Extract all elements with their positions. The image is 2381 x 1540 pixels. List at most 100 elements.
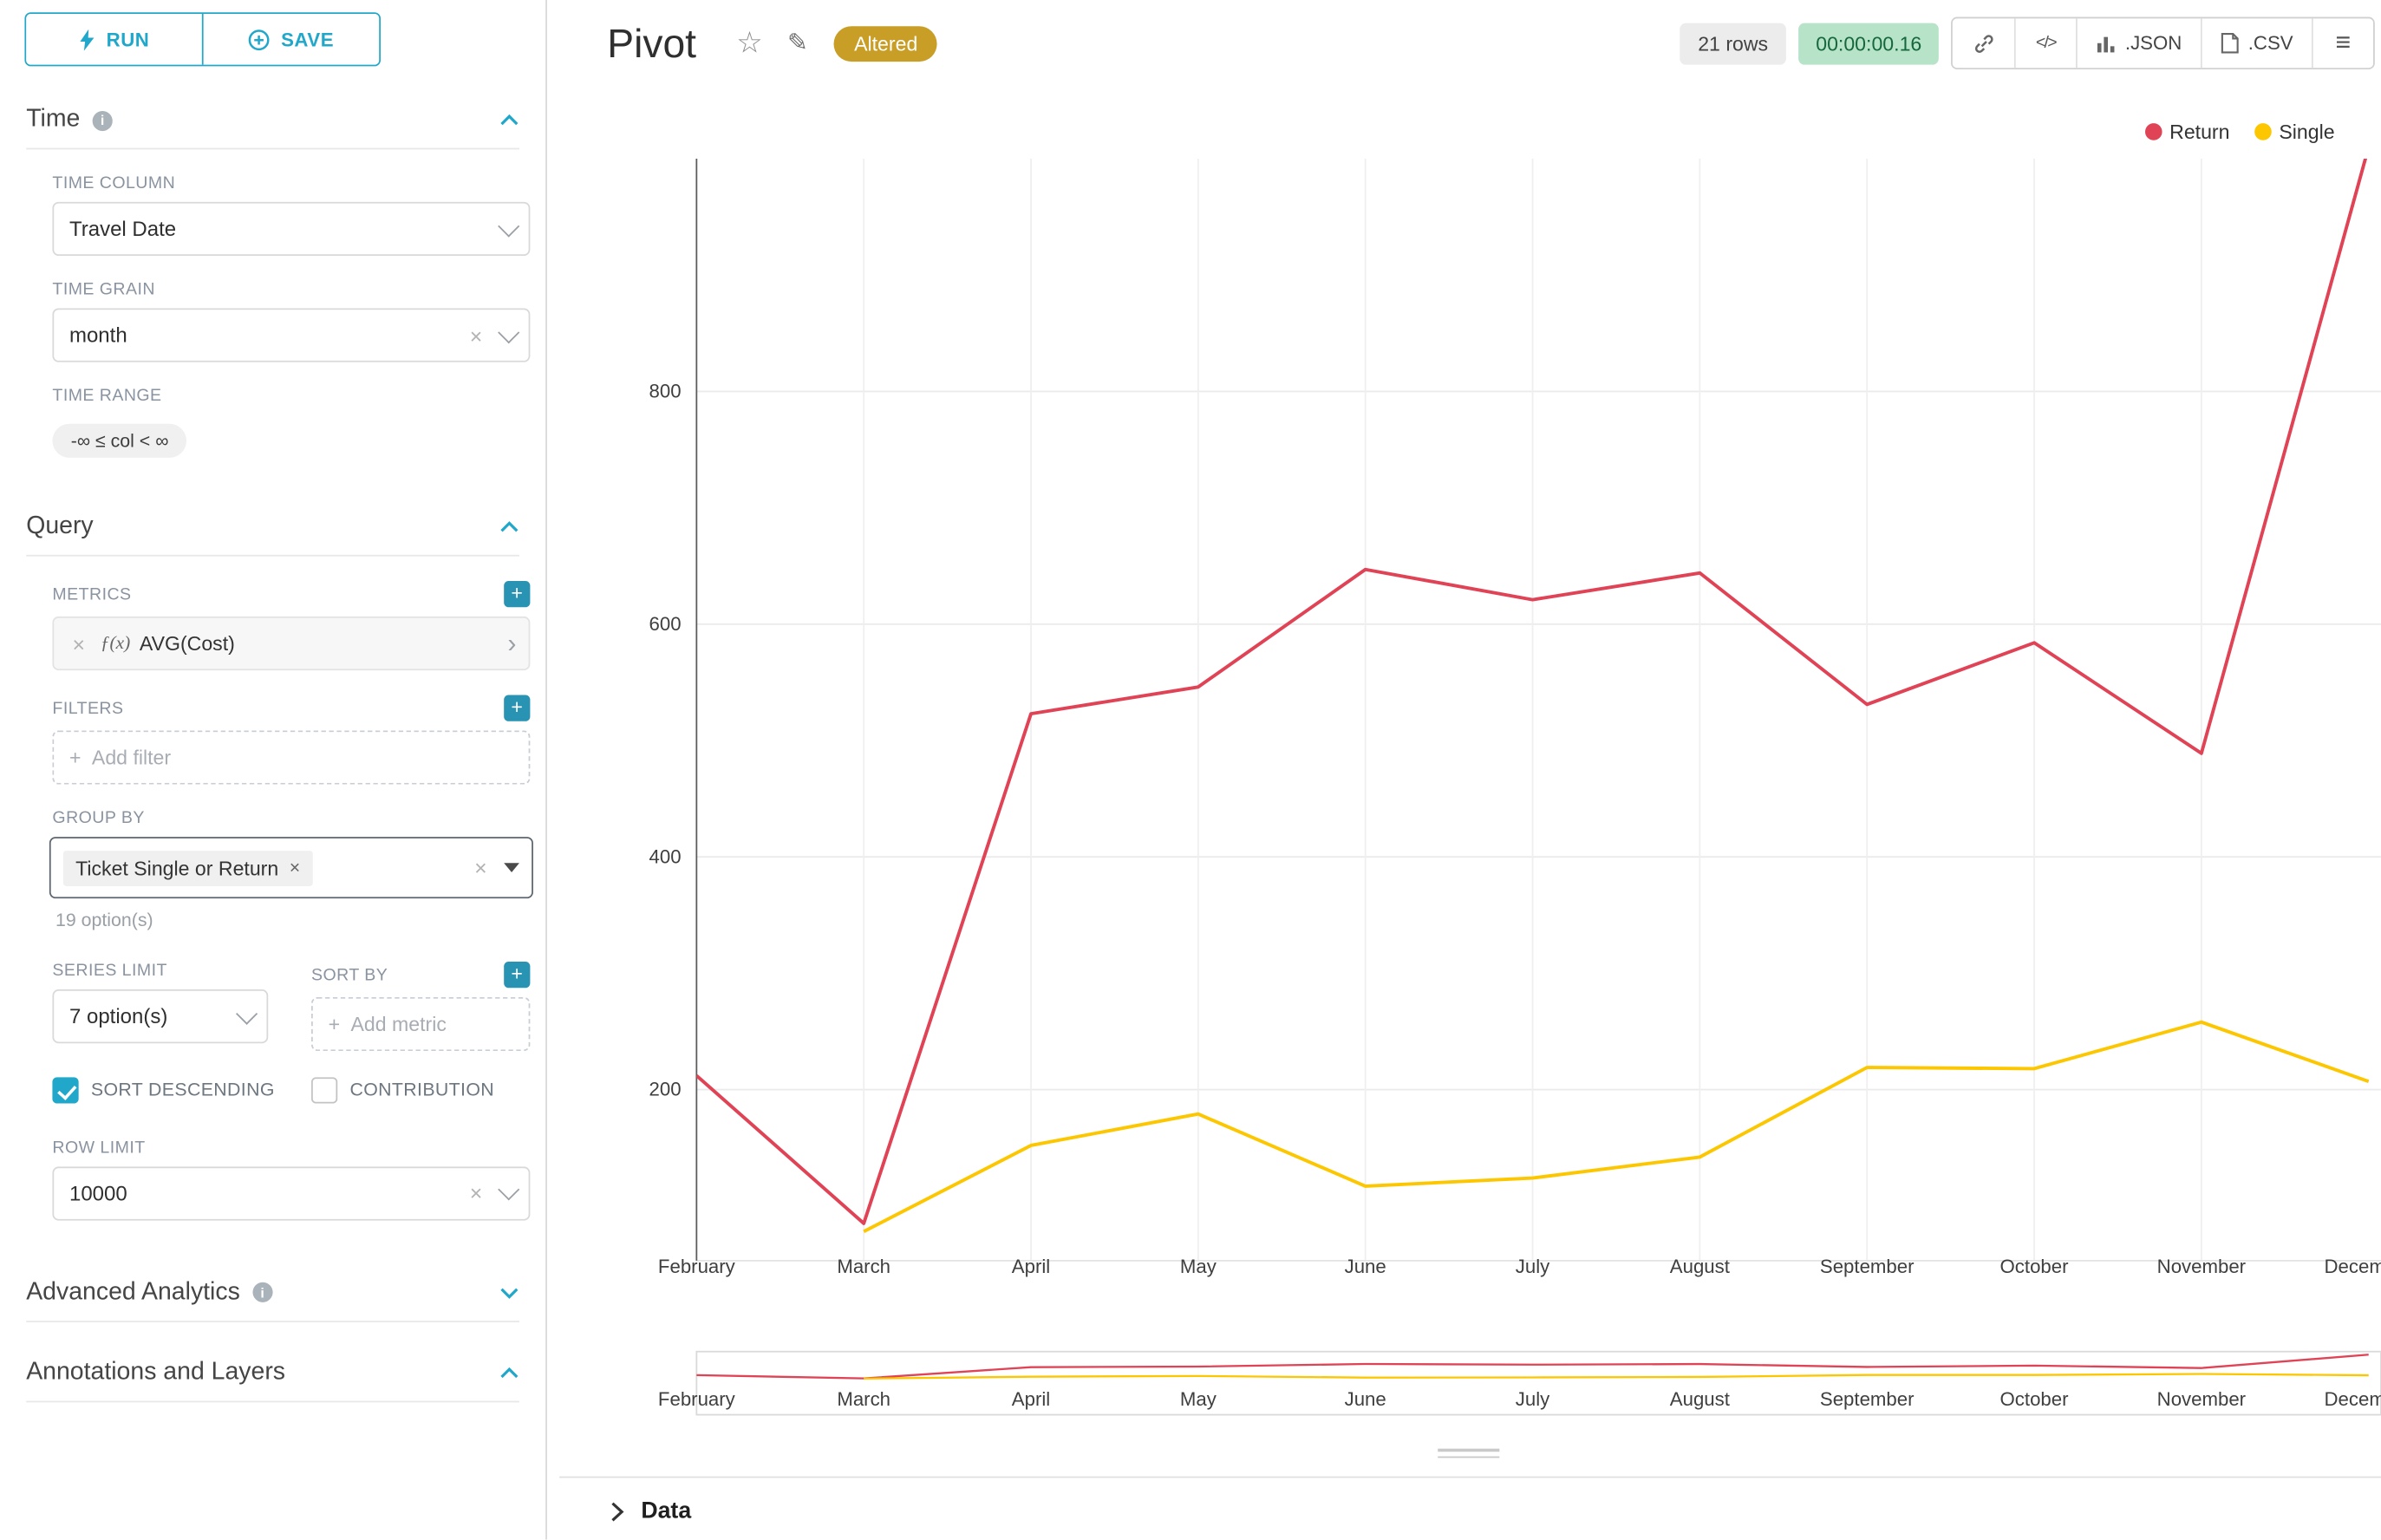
legend-item-single[interactable]: Single	[2254, 121, 2335, 143]
chevron-down-icon	[498, 1178, 520, 1201]
time-column-label: TIME COLUMN	[52, 173, 176, 193]
remove-metric-icon[interactable]: ×	[72, 630, 86, 656]
time-section-title: Time	[26, 106, 81, 133]
contribution-checkbox-row[interactable]: CONTRIBUTION	[311, 1076, 494, 1105]
svg-text:November: November	[2157, 1388, 2247, 1410]
svg-text:October: October	[2000, 1388, 2070, 1410]
chevron-down-icon[interactable]	[499, 1286, 519, 1299]
svg-text:July: July	[1516, 1256, 1550, 1277]
chevron-right-icon	[611, 1501, 624, 1521]
series-limit-select[interactable]: 7 option(s)	[52, 989, 269, 1044]
time-range-label: TIME RANGE	[52, 387, 162, 406]
add-filter-dropzone[interactable]: + Add filter	[52, 730, 531, 785]
clear-icon[interactable]: ×	[474, 855, 487, 880]
sort-descending-checkbox[interactable]	[52, 1077, 79, 1104]
panel-resize-grip[interactable]	[1438, 1455, 1500, 1458]
data-panel-label: Data	[641, 1498, 692, 1524]
metric-item[interactable]: × ƒ(x) AVG(Cost) ›	[52, 616, 531, 671]
svg-text:May: May	[1180, 1256, 1217, 1277]
control-panel: RUN SAVE Time TIME COLUMN Travel Date TI…	[0, 0, 547, 1540]
svg-text:February: February	[658, 1256, 736, 1277]
sort-by-label-row: SORT BY +	[311, 962, 531, 989]
legend-dot	[2254, 123, 2272, 140]
save-button[interactable]: SAVE	[201, 13, 380, 65]
chevron-down-icon	[498, 214, 520, 237]
contribution-checkbox[interactable]	[311, 1077, 338, 1104]
clear-icon[interactable]: ×	[469, 1180, 483, 1206]
export-button-group: </> .JSON .CSV ≡	[1951, 16, 2375, 69]
group-by-tag-label: Ticket Single or Return	[75, 856, 279, 879]
query-section-header[interactable]: Query	[26, 495, 519, 557]
group-by-tag[interactable]: Ticket Single or Return ×	[62, 850, 313, 886]
export-csv-label: .CSV	[2247, 32, 2293, 55]
svg-text:April: April	[1012, 1388, 1050, 1410]
export-csv-button[interactable]: .CSV	[2200, 18, 2312, 69]
metrics-label-row: METRICS +	[52, 581, 531, 608]
altered-badge: Altered	[833, 25, 938, 62]
add-metric-button[interactable]: +	[504, 581, 531, 608]
time-section-header[interactable]: Time	[26, 88, 519, 150]
embed-code-button[interactable]: </>	[2013, 18, 2077, 69]
sort-by-label: SORT BY	[311, 965, 388, 984]
data-panel-toggle[interactable]: Data	[610, 1498, 691, 1524]
annotations-title: Annotations and Layers	[26, 1358, 286, 1386]
svg-text:July: July	[1516, 1388, 1550, 1410]
favorite-star-icon[interactable]: ☆	[736, 27, 763, 60]
svg-text:June: June	[1345, 1256, 1386, 1277]
export-json-button[interactable]: .JSON	[2076, 18, 2201, 69]
time-grain-value: month	[68, 323, 127, 347]
time-column-select[interactable]: Travel Date	[52, 201, 531, 257]
run-button[interactable]: RUN	[26, 13, 202, 65]
caret-right-icon[interactable]: ›	[507, 629, 517, 658]
series-limit-label: SERIES LIMIT	[52, 962, 167, 981]
svg-text:June: June	[1345, 1388, 1386, 1410]
time-grain-select[interactable]: month ×	[52, 308, 531, 362]
row-limit-select[interactable]: 10000 ×	[52, 1165, 531, 1220]
svg-text:400: 400	[649, 845, 682, 867]
svg-text:December: December	[2324, 1256, 2380, 1277]
legend-item-return[interactable]: Return	[2144, 120, 2230, 144]
filters-label: FILTERS	[52, 699, 124, 718]
advanced-analytics-section-header[interactable]: Advanced Analytics	[26, 1260, 519, 1322]
group-by-options-hint: 19 option(s)	[55, 909, 153, 931]
chevron-up-icon[interactable]	[499, 1367, 519, 1379]
run-save-button-group: RUN SAVE	[24, 12, 381, 67]
advanced-analytics-title: Advanced Analytics	[26, 1278, 240, 1305]
menu-icon: ≡	[2335, 27, 2352, 57]
chevron-up-icon[interactable]	[499, 114, 519, 127]
chart-header-actions: 21 rows 00:00:00.16 </>	[1679, 16, 2381, 69]
svg-text:March: March	[837, 1388, 890, 1410]
fx-icon: ƒ(x)	[100, 631, 131, 654]
edit-title-icon[interactable]: ✎	[786, 30, 808, 57]
svg-text:800: 800	[649, 381, 682, 402]
row-limit-label: ROW LIMIT	[52, 1138, 146, 1158]
legend-dot	[2144, 123, 2162, 140]
copy-link-button[interactable]	[1952, 18, 2014, 69]
export-json-label: .JSON	[2124, 32, 2182, 55]
time-range-pill[interactable]: -∞ ≤ col < ∞	[52, 423, 187, 458]
add-sort-metric-button[interactable]: +	[504, 962, 531, 989]
annotations-section-header[interactable]: Annotations and Layers	[26, 1341, 519, 1402]
row-count-badge: 21 rows	[1679, 22, 1787, 64]
group-by-select[interactable]: Ticket Single or Return × ×	[49, 837, 533, 899]
chart-legend: Return Single	[2144, 120, 2335, 144]
add-filter-button[interactable]: +	[504, 695, 531, 721]
remove-tag-icon[interactable]: ×	[289, 857, 301, 879]
clear-icon[interactable]: ×	[469, 323, 483, 348]
info-icon	[92, 110, 113, 131]
more-options-button[interactable]: ≡	[2311, 18, 2374, 69]
svg-text:November: November	[2157, 1256, 2247, 1277]
contribution-label: CONTRIBUTION	[349, 1079, 495, 1100]
panel-resize-grip[interactable]	[1438, 1448, 1500, 1452]
chevron-down-icon	[498, 321, 520, 343]
filters-label-row: FILTERS +	[52, 695, 531, 721]
svg-text:April: April	[1012, 1256, 1050, 1277]
group-by-label: GROUP BY	[52, 809, 145, 828]
sort-descending-checkbox-row[interactable]: SORT DESCENDING	[52, 1076, 284, 1105]
chevron-up-icon[interactable]	[499, 521, 519, 533]
sort-by-dropzone[interactable]: + Add metric	[311, 996, 531, 1052]
chart-title: Pivot	[607, 19, 697, 66]
legend-label: Return	[2169, 120, 2230, 144]
metric-name: AVG(Cost)	[139, 631, 235, 656]
lightning-icon	[80, 28, 95, 50]
